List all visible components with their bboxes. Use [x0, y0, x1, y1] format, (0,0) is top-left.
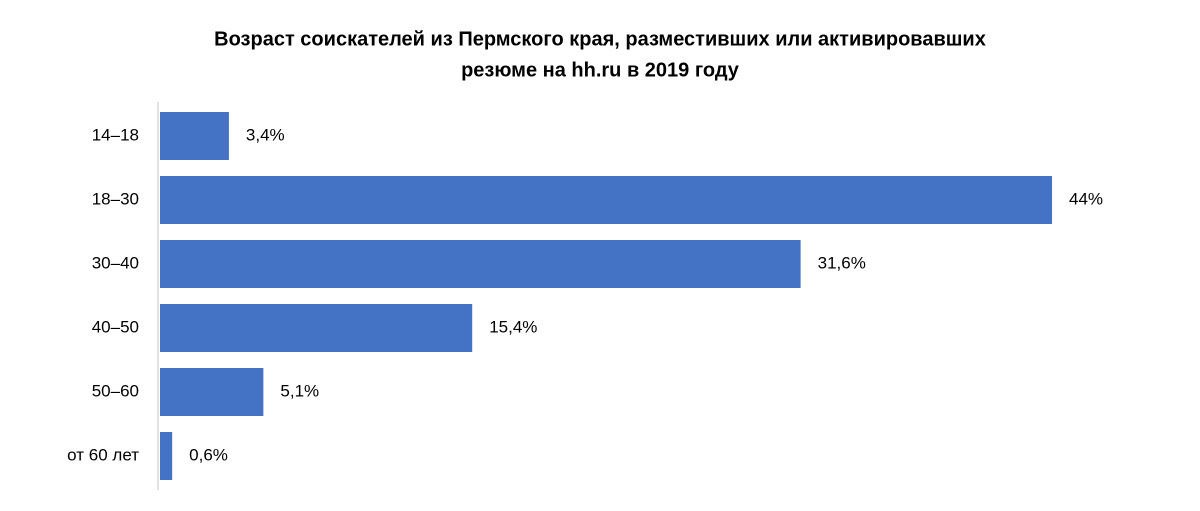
data-label: 15,4%: [489, 317, 537, 336]
data-label: 5,1%: [280, 381, 319, 400]
bar: [160, 368, 264, 416]
y-tick-label: 50–60: [92, 381, 139, 400]
data-label: 3,4%: [246, 125, 285, 144]
data-label: 44%: [1069, 189, 1103, 208]
y-tick-label: 30–40: [92, 253, 139, 272]
y-tick-label: 14–18: [92, 125, 139, 144]
y-tick-label: 18–30: [92, 189, 139, 208]
chart-title: резюме на hh.ru в 2019 году: [461, 59, 740, 81]
y-tick-label: 40–50: [92, 317, 139, 336]
bar: [160, 176, 1052, 224]
bar: [160, 112, 229, 160]
bar: [160, 432, 173, 480]
data-label: 0,6%: [189, 445, 228, 464]
data-label: 31,6%: [818, 253, 866, 272]
bar: [160, 304, 473, 352]
chart-title: Возраст соискателей из Пермского края, р…: [214, 28, 986, 50]
bar: [160, 240, 801, 288]
y-tick-label: от 60 лет: [67, 445, 139, 464]
